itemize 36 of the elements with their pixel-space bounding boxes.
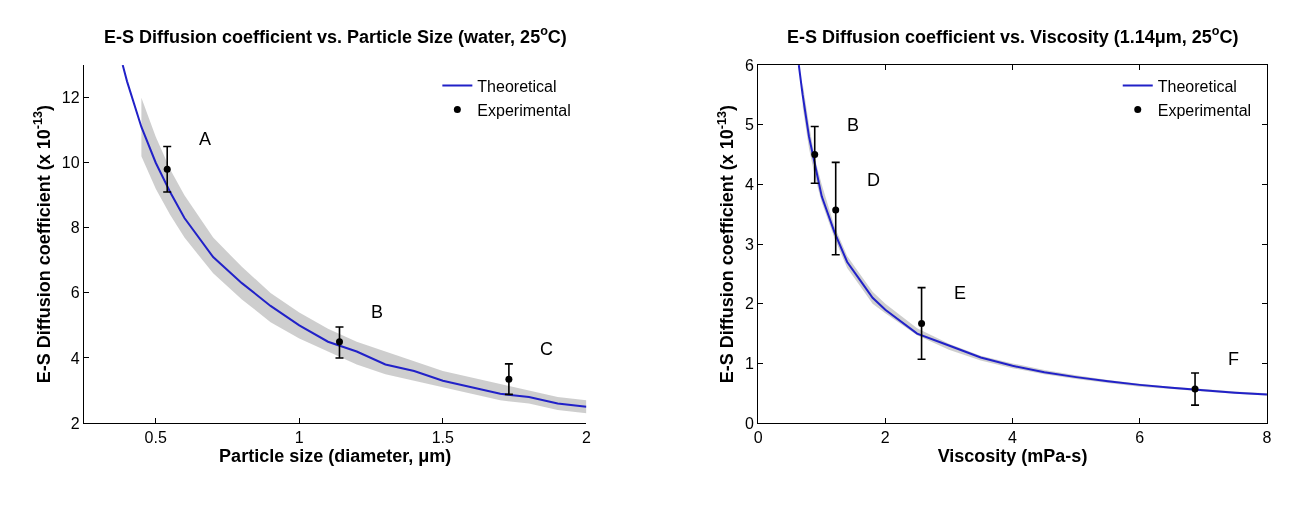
y-tick-label: 1 bbox=[744, 355, 754, 372]
y-tick-label: 2 bbox=[70, 414, 80, 432]
annotation: D bbox=[867, 170, 880, 190]
x-tick-label: 1 bbox=[294, 429, 304, 447]
x-tick-label: 0.5 bbox=[144, 429, 167, 447]
x-tick-label: 2 bbox=[581, 429, 591, 447]
y-tick-label: 4 bbox=[744, 176, 754, 194]
y-tick-label: 8 bbox=[70, 219, 80, 237]
x-tick-label: 6 bbox=[1135, 429, 1145, 447]
chart-title: E-S Diffusion coefficient vs. Viscosity (1.14μm, 25$^{o}$C) bbox=[787, 24, 1239, 47]
x-axis-title: Particle size (diameter, μm) bbox=[219, 446, 452, 467]
legend-label: Experimental bbox=[1157, 101, 1252, 119]
annotation: B bbox=[847, 115, 860, 135]
legend-label: Theoretical bbox=[1157, 77, 1237, 95]
annotation: E bbox=[954, 283, 967, 303]
annotation: F bbox=[1228, 349, 1239, 369]
legend-label: Experimental bbox=[477, 101, 571, 119]
y-tick-label: 6 bbox=[744, 56, 754, 74]
y-tick-label: 2 bbox=[744, 295, 754, 313]
legend-label: Theoretical bbox=[477, 77, 557, 95]
x-tick-label: 1.5 bbox=[431, 429, 455, 447]
x-axis-title: Viscosity (mPa-s) bbox=[937, 446, 1088, 467]
x-tick-label: 4 bbox=[1008, 429, 1018, 447]
y-tick-label: 0 bbox=[744, 414, 754, 432]
x-tick-label: 2 bbox=[880, 429, 890, 447]
y-tick-label: 4 bbox=[70, 349, 80, 367]
chart-title: E-S Diffusion coefficient vs. Particle Size (water, 25$^{o}$C) bbox=[104, 24, 567, 47]
y-tick-label: 10 bbox=[61, 154, 80, 172]
annotation: C bbox=[540, 339, 553, 359]
annotation: B bbox=[371, 302, 384, 322]
y-tick-label: 12 bbox=[61, 89, 80, 107]
y-tick-label: 6 bbox=[70, 284, 80, 302]
annotation: A bbox=[199, 129, 212, 149]
y-tick-label: 3 bbox=[744, 235, 754, 253]
y-tick-label: 5 bbox=[744, 116, 754, 134]
x-tick-label: 8 bbox=[1262, 429, 1272, 447]
